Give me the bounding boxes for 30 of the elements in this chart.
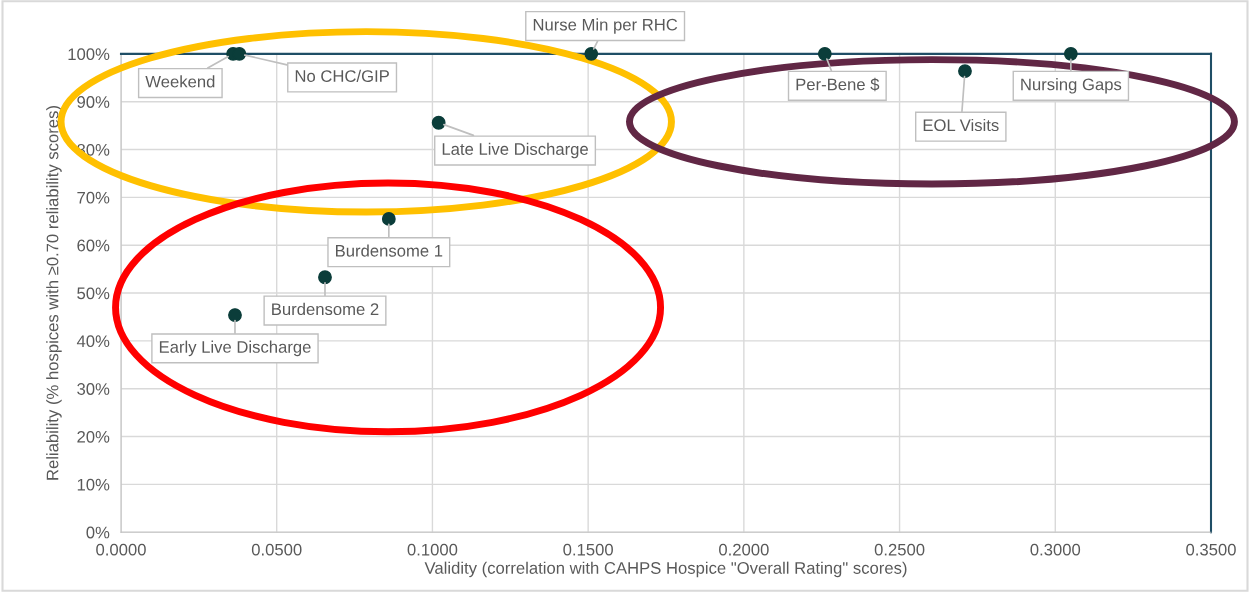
annotation: EOL Visits xyxy=(923,118,999,132)
y-tick-label: 100% xyxy=(68,48,110,61)
x-tick-label: 0.0000 xyxy=(96,543,146,556)
x-tick-label: 0.1500 xyxy=(563,543,613,556)
x-tick-label: 0.3500 xyxy=(1186,543,1236,556)
y-tick-label: 10% xyxy=(77,478,110,491)
annotation: Early Live Discharge xyxy=(159,340,311,357)
annotation: Weekend xyxy=(145,75,215,88)
annotation: Nurse Min per RHC xyxy=(533,18,678,34)
annotation: Burdensome 1 xyxy=(336,244,443,257)
annotation: Burdensome 2 xyxy=(272,302,379,316)
x-tick-label: 0.3000 xyxy=(1030,543,1081,556)
x-tick-label: 0.0500 xyxy=(251,543,302,556)
y-tick-label: 40% xyxy=(76,335,110,348)
y-tick-label: 70% xyxy=(77,191,110,204)
y-tick-label: 90% xyxy=(77,96,110,108)
annotation: Late Live Discharge xyxy=(442,142,588,159)
x-tick-label: 0.2500 xyxy=(874,543,925,556)
annotation: Per-Bene $ xyxy=(796,77,880,92)
x-axis-title: Validity (correlation with CAHPS Hospice "Overall Rating" scores) xyxy=(424,561,907,578)
annotation: Nursing Gaps xyxy=(1021,78,1122,94)
y-tick-label: 0% xyxy=(86,526,110,539)
y-tick-label: 50% xyxy=(77,287,110,300)
annotation: No CHC/GIP xyxy=(295,69,389,82)
y-tick-label: 20% xyxy=(77,430,110,443)
y-axis-title: Reliability (% hospices with ≥0.70 reliability scores) xyxy=(46,106,62,480)
y-tick-label: 30% xyxy=(77,383,110,395)
x-tick-label: 0.2000 xyxy=(719,543,769,556)
x-tick-label: 0.1000 xyxy=(407,543,458,556)
y-tick-label: 60% xyxy=(77,239,110,252)
